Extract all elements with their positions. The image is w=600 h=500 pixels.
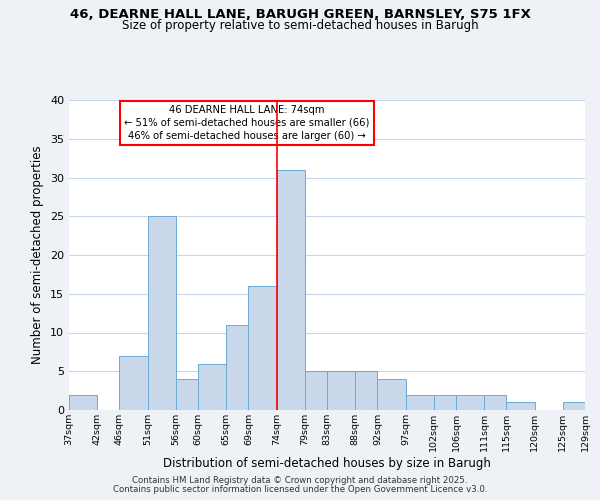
Bar — [198, 364, 226, 410]
Bar — [506, 402, 535, 410]
Bar — [484, 394, 506, 410]
Bar — [327, 371, 355, 410]
Y-axis label: Number of semi-detached properties: Number of semi-detached properties — [31, 146, 44, 364]
Bar — [148, 216, 176, 410]
Bar — [277, 170, 305, 410]
Text: 46 DEARNE HALL LANE: 74sqm
← 51% of semi-detached houses are smaller (66)
46% of: 46 DEARNE HALL LANE: 74sqm ← 51% of semi… — [124, 104, 370, 141]
Bar — [226, 325, 248, 410]
Bar — [305, 371, 327, 410]
Bar — [69, 394, 97, 410]
Text: Contains public sector information licensed under the Open Government Licence v3: Contains public sector information licen… — [113, 485, 487, 494]
Bar — [434, 394, 456, 410]
Bar — [563, 402, 585, 410]
Bar — [355, 371, 377, 410]
Text: Size of property relative to semi-detached houses in Barugh: Size of property relative to semi-detach… — [122, 18, 478, 32]
X-axis label: Distribution of semi-detached houses by size in Barugh: Distribution of semi-detached houses by … — [163, 456, 491, 469]
Text: 46, DEARNE HALL LANE, BARUGH GREEN, BARNSLEY, S75 1FX: 46, DEARNE HALL LANE, BARUGH GREEN, BARN… — [70, 8, 530, 20]
Bar — [248, 286, 277, 410]
Bar — [377, 379, 406, 410]
Text: Contains HM Land Registry data © Crown copyright and database right 2025.: Contains HM Land Registry data © Crown c… — [132, 476, 468, 485]
Bar — [176, 379, 198, 410]
Bar — [456, 394, 484, 410]
Bar — [406, 394, 434, 410]
Bar — [119, 356, 148, 410]
